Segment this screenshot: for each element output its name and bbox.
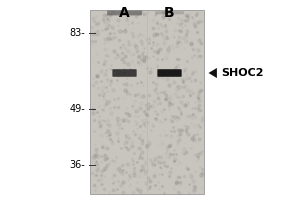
Polygon shape: [208, 68, 217, 78]
FancyBboxPatch shape: [157, 69, 182, 77]
Bar: [90, 10, 204, 194]
Text: 36-: 36-: [70, 160, 86, 170]
FancyBboxPatch shape: [155, 11, 184, 14]
FancyBboxPatch shape: [107, 11, 142, 15]
Text: 83-: 83-: [70, 28, 86, 38]
Text: SHOC2: SHOC2: [221, 68, 264, 78]
Text: 49-: 49-: [70, 104, 86, 114]
Text: A: A: [119, 6, 130, 20]
FancyBboxPatch shape: [112, 69, 137, 77]
Text: B: B: [164, 6, 175, 20]
